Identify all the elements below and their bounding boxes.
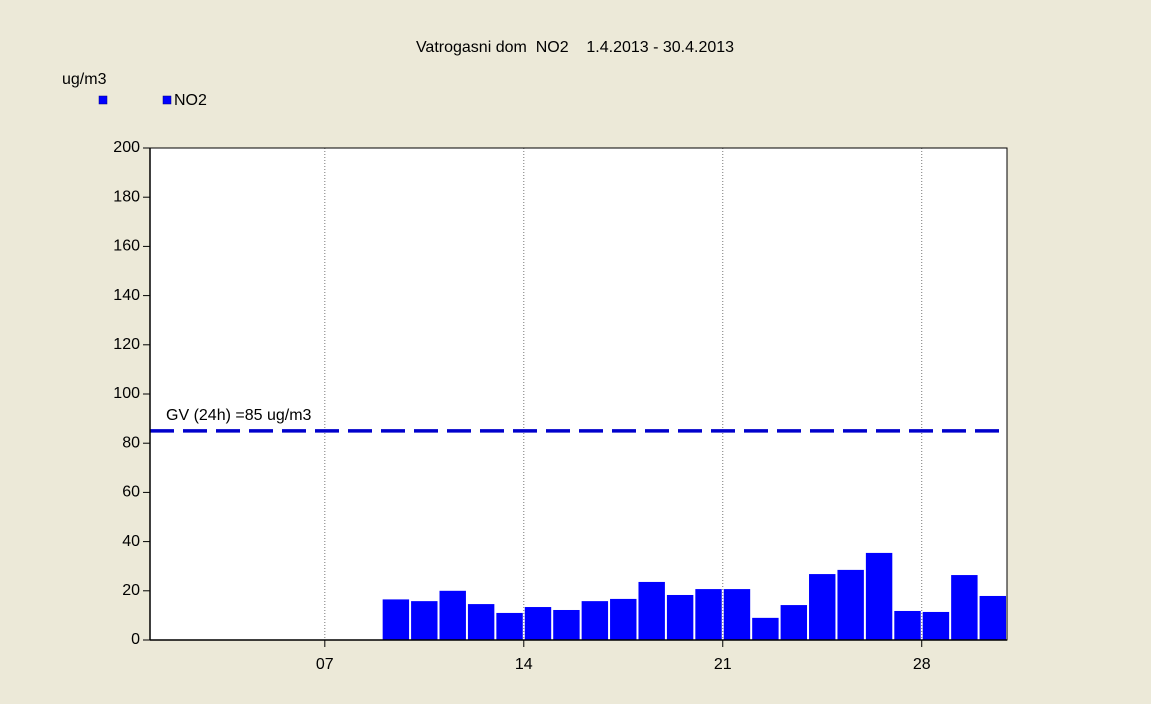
- y-tick-label: 80: [122, 434, 140, 451]
- bar: [837, 569, 864, 640]
- bar: [439, 590, 466, 640]
- bar: [496, 612, 523, 640]
- x-tick-label: 21: [714, 656, 732, 673]
- bar: [894, 610, 921, 640]
- bar: [610, 598, 637, 640]
- bar: [581, 601, 609, 640]
- y-tick-label: 0: [131, 631, 140, 648]
- threshold-label: GV (24h) =85 ug/m3: [166, 407, 312, 424]
- bar: [524, 607, 552, 640]
- legend-swatch: [162, 95, 172, 105]
- bar: [695, 589, 722, 640]
- bar: [553, 609, 580, 640]
- bar: [865, 552, 893, 640]
- y-tick-label: 140: [113, 287, 140, 304]
- legend-label: NO2: [174, 92, 207, 109]
- bar: [638, 581, 665, 640]
- bar: [951, 575, 978, 640]
- y-tick-label: 200: [113, 139, 140, 156]
- y-tick-label: 180: [113, 188, 140, 205]
- y-tick-label: 120: [113, 336, 140, 353]
- plot-area: [150, 148, 1007, 640]
- bar: [780, 605, 808, 640]
- chart-title: Vatrogasni dom NO2 1.4.2013 - 30.4.2013: [416, 39, 734, 56]
- y-tick-label: 160: [113, 238, 140, 255]
- bar: [666, 594, 694, 640]
- bar: [979, 595, 1006, 640]
- x-tick-label: 28: [913, 656, 931, 673]
- bar: [382, 599, 410, 640]
- bar: [922, 611, 950, 640]
- y-tick-label: 100: [113, 385, 140, 402]
- legend-swatch: [98, 95, 108, 105]
- bar: [809, 574, 836, 640]
- bar: [411, 601, 438, 640]
- y-axis-label: ug/m3: [62, 71, 107, 88]
- y-tick-label: 60: [122, 484, 140, 501]
- bar: [752, 617, 779, 640]
- bar: [467, 604, 495, 640]
- y-tick-label: 40: [122, 533, 140, 550]
- x-tick-label: 14: [515, 656, 533, 673]
- x-tick-label: 07: [316, 656, 334, 673]
- y-tick-label: 20: [122, 582, 140, 599]
- bar: [723, 589, 751, 640]
